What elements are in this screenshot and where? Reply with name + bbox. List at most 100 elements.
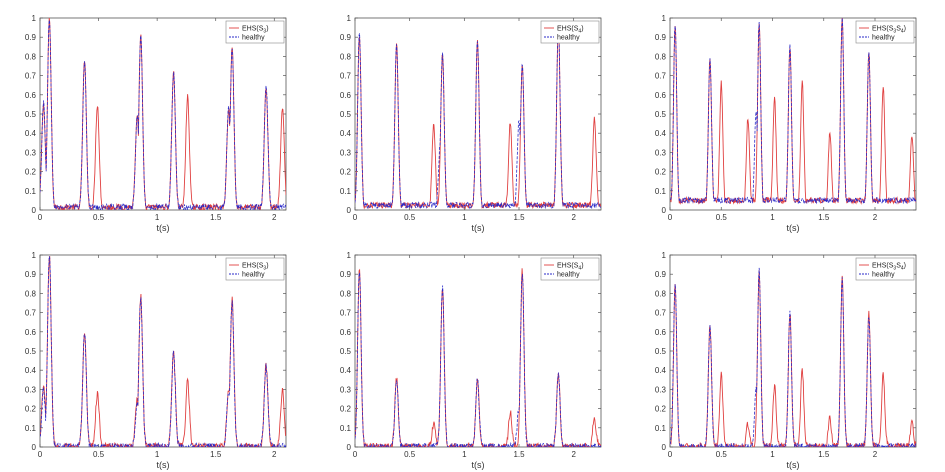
y-tick-label: 0.4 bbox=[655, 366, 667, 375]
x-tick-label: 1 bbox=[155, 450, 160, 459]
legend-label-subscript: 4 bbox=[578, 266, 581, 272]
series-line-healthy bbox=[670, 18, 916, 205]
legend-label-subscript: 4 bbox=[901, 29, 904, 35]
y-tick-label: 0.3 bbox=[655, 385, 667, 394]
legend-label-text: ) bbox=[904, 263, 906, 270]
y-tick-label: 0.1 bbox=[340, 187, 352, 196]
legend-label-text: ) bbox=[581, 26, 583, 33]
legend-label-text: EHS(S bbox=[557, 263, 579, 270]
y-tick-label: 0.4 bbox=[25, 129, 37, 138]
x-tick-label: 1 bbox=[770, 213, 775, 222]
y-tick-label: 0.1 bbox=[25, 187, 37, 196]
legend-label-text: ) bbox=[266, 263, 268, 270]
y-tick-label: 0.7 bbox=[340, 72, 352, 81]
y-tick-label: 0.5 bbox=[340, 110, 352, 119]
legend-label-ehs: EHS(S3) bbox=[242, 263, 269, 272]
y-tick-label: 0 bbox=[347, 206, 352, 215]
x-axis-label: t(s) bbox=[787, 223, 800, 233]
y-tick-label: 0.6 bbox=[25, 91, 37, 100]
legend-box bbox=[855, 20, 915, 44]
x-tick-label: 2 bbox=[571, 450, 576, 459]
legend-label-healthy: healthy bbox=[872, 272, 895, 279]
x-axis-label: t(s) bbox=[472, 460, 485, 470]
y-tick-label: 0.9 bbox=[340, 270, 352, 279]
legend-label-ehs: EHS(S3S4) bbox=[872, 26, 906, 35]
series-line-ehs bbox=[40, 256, 286, 447]
x-tick-label: 2 bbox=[272, 450, 277, 459]
x-tick-label: 0 bbox=[668, 213, 673, 222]
x-tick-label: 0.5 bbox=[404, 213, 416, 222]
y-tick-label: 0 bbox=[32, 206, 37, 215]
y-tick-label: 0.7 bbox=[655, 72, 667, 81]
subplot-1: 0 0.1 0.2 0.3 0.4 0.5 0.6 0.7 0.8 0.9 1 0 0.5 1 1.5 2 t(… bbox=[25, 14, 287, 233]
y-tick-label: 0.5 bbox=[25, 110, 37, 119]
legend-label-healthy: healthy bbox=[242, 35, 265, 42]
legend-label-text: healthy bbox=[242, 35, 265, 42]
x-tick-label: 0 bbox=[353, 450, 358, 459]
y-tick-label: 0.9 bbox=[655, 270, 667, 279]
y-tick-label: 0 bbox=[662, 206, 667, 215]
x-tick-label: 1.5 bbox=[818, 450, 830, 459]
y-tick-label: 0.3 bbox=[25, 148, 37, 157]
legend-label-subscript: 3 bbox=[263, 29, 266, 35]
y-tick-label: 0.1 bbox=[25, 424, 37, 433]
legend-box bbox=[225, 257, 285, 281]
y-tick-label: 0.7 bbox=[25, 309, 37, 318]
legend-box bbox=[855, 257, 915, 281]
y-tick-label: 0.3 bbox=[655, 148, 667, 157]
x-tick-label: 1.5 bbox=[210, 213, 222, 222]
legend: EHS(S4)healthy bbox=[540, 20, 600, 44]
legend: EHS(S3S4)healthy bbox=[855, 257, 915, 281]
legend-label-text: EHS(S bbox=[242, 26, 264, 33]
x-tick-label: 0.5 bbox=[716, 213, 728, 222]
x-axis-label: t(s) bbox=[787, 460, 800, 470]
y-tick-label: 1 bbox=[347, 14, 352, 23]
x-tick-label: 1.5 bbox=[513, 450, 525, 459]
x-tick-label: 1.5 bbox=[210, 450, 222, 459]
x-tick-label: 0.5 bbox=[93, 213, 105, 222]
y-tick-label: 0.3 bbox=[340, 385, 352, 394]
x-axis-label: t(s) bbox=[157, 460, 170, 470]
y-tick-label: 0.4 bbox=[25, 366, 37, 375]
legend-label-ehs: EHS(S3S4) bbox=[872, 263, 906, 272]
legend-label-ehs: EHS(S3) bbox=[242, 26, 269, 35]
y-tick-label: 0.6 bbox=[655, 91, 667, 100]
x-tick-label: 0 bbox=[353, 213, 358, 222]
y-tick-label: 0.1 bbox=[655, 424, 667, 433]
x-tick-label: 1 bbox=[462, 450, 467, 459]
y-tick-label: 0.6 bbox=[340, 91, 352, 100]
x-tick-label: 2 bbox=[571, 213, 576, 222]
y-tick-label: 0.8 bbox=[25, 289, 37, 298]
y-tick-label: 0.3 bbox=[25, 385, 37, 394]
y-tick-label: 0.5 bbox=[655, 110, 667, 119]
plot-area bbox=[39, 254, 287, 448]
y-tick-label: 1 bbox=[347, 251, 352, 260]
legend-label-text: healthy bbox=[557, 35, 580, 42]
x-tick-label: 1 bbox=[462, 213, 467, 222]
series-line-healthy bbox=[670, 267, 916, 447]
legend-label-text: ) bbox=[904, 26, 906, 33]
x-tick-label: 0.5 bbox=[716, 450, 728, 459]
y-tick-label: 0.4 bbox=[655, 129, 667, 138]
legend-label-subscript: 4 bbox=[901, 266, 904, 272]
legend-label-text: healthy bbox=[872, 272, 895, 279]
y-tick-label: 0.7 bbox=[655, 309, 667, 318]
y-tick-label: 0.3 bbox=[340, 148, 352, 157]
plot-area bbox=[39, 17, 287, 211]
x-tick-label: 0 bbox=[38, 213, 43, 222]
y-tick-label: 0.1 bbox=[340, 424, 352, 433]
legend-label-healthy: healthy bbox=[557, 272, 580, 279]
x-tick-label: 1 bbox=[770, 450, 775, 459]
y-tick-label: 0.4 bbox=[340, 366, 352, 375]
legend-label-subscript: 3 bbox=[893, 266, 896, 272]
y-tick-label: 0 bbox=[32, 443, 37, 452]
legend-label-subscript: 3 bbox=[893, 29, 896, 35]
y-tick-label: 0.5 bbox=[25, 347, 37, 356]
subplot-4: 0 0.1 0.2 0.3 0.4 0.5 0.6 0.7 0.8 0.9 1 0 0.5 1 1.5 2 t(… bbox=[25, 251, 287, 470]
legend-label-text: ) bbox=[266, 26, 268, 33]
subplot-5: 0 0.1 0.2 0.3 0.4 0.5 0.6 0.7 0.8 0.9 1 0 0.5 1 1.5 2 t(… bbox=[340, 251, 602, 470]
y-tick-label: 1 bbox=[32, 251, 37, 260]
y-tick-label: 0.2 bbox=[25, 168, 37, 177]
legend-box bbox=[540, 20, 600, 44]
x-tick-label: 2 bbox=[873, 450, 878, 459]
